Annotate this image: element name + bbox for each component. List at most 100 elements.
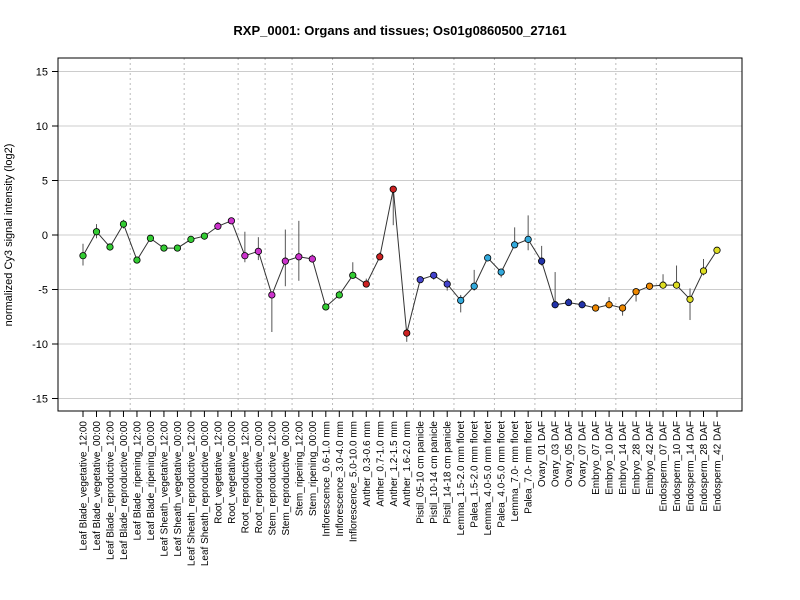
x-tick-label: Ovary_07 DAF [578,421,589,487]
data-point [295,253,303,261]
x-tick-label: Pistil_14-18 cm panicle [443,421,454,524]
data-point [160,244,168,252]
x-tick-label: Root_vegetative_00:00 [227,421,238,524]
data-point [106,243,114,251]
x-tick-label: Leaf Sheath_reproductive_00:00 [200,421,211,567]
data-point [92,228,101,236]
x-tick-label: Palea_4.0-5.0 mm floret [497,421,508,528]
data-point [187,235,195,243]
data-point [416,276,424,284]
data-point [241,252,249,260]
data-point [79,252,87,260]
y-tick-label: 10 [36,121,48,133]
y-tick-label: -5 [38,285,48,297]
data-point [254,247,262,255]
x-tick-label: Endosperm_10 DAF [672,421,683,512]
data-point [699,267,708,275]
x-tick-label: Lemma_1.5-2.0 mm floret [456,421,467,536]
data-point [214,222,222,230]
x-tick-label: Leaf Blade_vegetative_12:00 [79,421,90,551]
data-points [79,185,721,337]
data-point [430,271,438,279]
data-point [551,301,559,309]
data-point [268,291,276,299]
x-tick-label: Embryo_28 DAF [632,421,643,495]
data-point [672,281,681,289]
data-point [281,257,289,265]
chart-title: RXP_0001: Organs and tissues; Os01g08605… [233,23,566,38]
x-tick-label: Stem_reproductive_12:00 [267,421,278,536]
data-point [443,280,451,288]
data-point [308,255,316,263]
x-tick-label: Ovary_01 DAF [537,421,548,487]
y-axis: -15 -10 -5 0 5 10 15 [32,67,58,406]
x-tick-label: Leaf Blade_reproductive_00:00 [119,421,130,560]
x-tick-label: Leaf Sheath_vegetative_00:00 [173,421,184,557]
x-tick-label: Leaf Sheath_reproductive_12:00 [186,421,197,567]
data-point [618,304,627,312]
data-point [686,295,694,303]
x-tick-label: Root_reproductive_00:00 [254,421,265,534]
x-tick-label: Lemma_7.0- mm floret [510,421,521,522]
data-point [362,280,370,288]
data-point [146,234,155,242]
x-tick-label: Root_reproductive_12:00 [240,421,251,534]
data-point [578,301,586,309]
y-tick-label: 0 [42,230,48,242]
x-tick-label: Leaf Blade_vegetative_00:00 [92,421,103,551]
x-tick-label: Pistil_10-14 cm panicle [429,421,440,524]
x-tick-label: Endosperm_07 DAF [659,421,670,512]
data-point [349,271,357,279]
x-tick-label: Leaf Blade_ripening_12:00 [133,421,144,541]
plot-frame [57,57,743,412]
x-tick-label: Root_vegetative_12:00 [213,421,224,524]
data-point [605,301,613,309]
data-point [322,303,330,311]
data-point [227,217,235,225]
x-tick-label: Leaf Blade_reproductive_12:00 [106,421,117,560]
x-tick-label: Ovary_05 DAF [564,421,575,487]
x-tick-label: Endosperm_42 DAF [713,421,724,512]
x-tick-label: Embryo_07 DAF [591,421,602,495]
data-point [524,235,532,243]
x-tick-label: Anther_1.6-2.0 mm [402,421,413,507]
data-point [470,282,478,290]
x-tick-label: Embryo_10 DAF [605,421,616,495]
x-tick-label: Endosperm_28 DAF [699,421,710,512]
x-tick-label: Endosperm_14 DAF [686,421,697,512]
x-tick-label: Lemma_4.0-5.0 mm floret [483,421,494,536]
data-point [200,232,209,240]
x-tick-label: Inflorescence_3.0-4.0 mm [335,421,346,537]
data-point [335,291,343,299]
data-point [173,244,182,252]
data-point [511,241,519,249]
x-tick-label: Pistil_05-10 cm panicle [416,421,427,524]
y-tick-label: -10 [32,339,48,351]
x-tick-label: Ovary_03 DAF [551,421,562,487]
data-point [119,220,128,228]
y-axis-label: normalized Cy3 signal intensity (log2) [3,144,15,327]
data-point [632,288,640,296]
x-tick-label: Inflorescence_0.6-1.0 mm [321,421,332,537]
x-tick-label: Anther_0.7-1.0 mm [375,421,386,507]
data-point [565,298,573,307]
x-tick-label: Anther_0.3-0.6 mm [362,421,373,507]
y-tick-label: 15 [36,67,48,79]
x-tick-label: Palea_7.0- mm floret [524,421,535,514]
data-point [133,256,141,264]
data-point [389,185,397,193]
data-point [659,281,667,289]
x-axis: Leaf Blade_vegetative_12:00 Leaf Blade_ve… [79,411,724,566]
data-point [538,257,546,265]
x-tick-label: Stem_reproductive_00:00 [281,421,292,536]
y-tick-label: -15 [32,394,48,406]
x-tick-label: Stem_ripening_12:00 [294,421,305,517]
x-tick-label: Anther_1.2-1.5 mm [389,421,400,507]
x-tick-label: Stem_ripening_00:00 [308,421,319,517]
data-point [591,304,600,312]
data-point [645,282,654,290]
x-tick-label: Inflorescence_5.0-10.0 mm [348,421,359,542]
x-tick-label: Palea_1.5-2.0 mm floret [470,421,481,528]
x-tick-label: Embryo_42 DAF [645,421,656,495]
